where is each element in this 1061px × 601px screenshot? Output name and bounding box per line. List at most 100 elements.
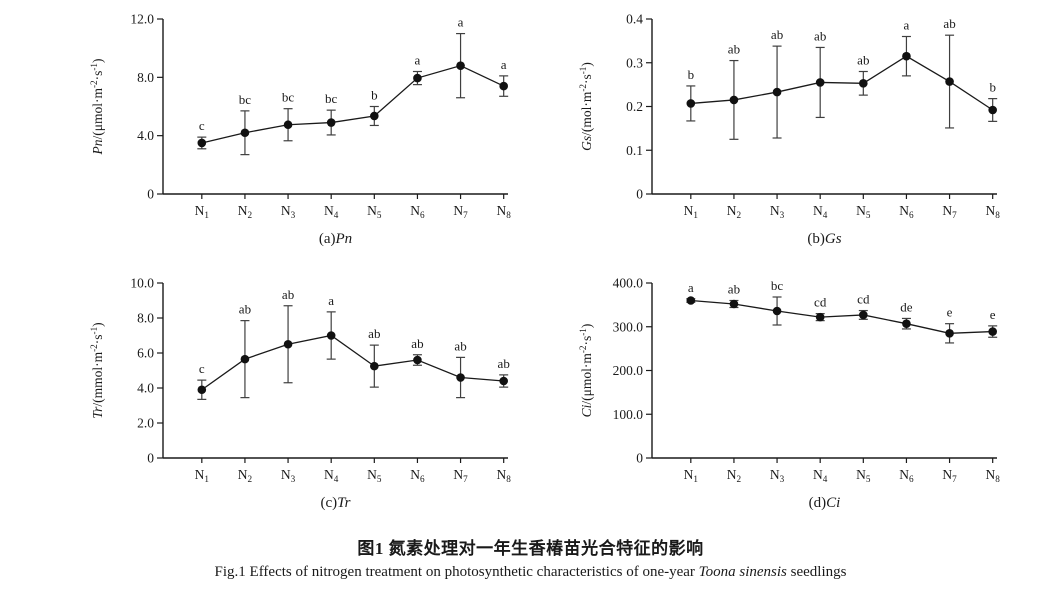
- y-tick-label: 100.0: [613, 407, 644, 422]
- panel-caption: (c)Tr: [320, 495, 350, 511]
- x-tick-label: N7: [453, 203, 468, 220]
- x-tick-label: N4: [813, 467, 828, 484]
- sig-letter: ab: [368, 326, 380, 341]
- chart-canvas-ci: 0 100.0 200.0 300.0 400.0 N1 N2 N3 N4 N5 N6 N7 N8 a ab…: [578, 276, 1001, 512]
- data-point: [902, 319, 911, 328]
- sig-letter: ab: [239, 302, 251, 317]
- sig-letter: a: [688, 280, 694, 295]
- sig-letter: bc: [239, 92, 252, 107]
- series-line: [690, 55, 994, 111]
- data-point: [326, 118, 336, 127]
- data-point: [945, 329, 954, 338]
- y-tick-label: 8.0: [137, 311, 154, 326]
- y-tick-label: 0: [636, 187, 643, 202]
- x-tick-label: N5: [856, 467, 871, 484]
- data-point: [686, 99, 696, 108]
- y-tick-label: 0.3: [626, 55, 643, 70]
- data-point: [686, 296, 696, 305]
- x-tick-label: N6: [899, 467, 914, 484]
- panel-caption: (a)Pn: [319, 231, 352, 247]
- sig-letter: ab: [498, 356, 510, 371]
- sig-letter: ab: [282, 287, 294, 302]
- x-tick-label: N5: [856, 203, 871, 220]
- panel-caption: (d)Ci: [809, 495, 841, 511]
- sig-letter: bc: [282, 90, 295, 105]
- x-tick-label: N6: [899, 203, 914, 220]
- series-line: [201, 64, 504, 144]
- data-point: [370, 361, 379, 371]
- y-tick-label: 400.0: [613, 276, 644, 291]
- chart-panel-d: 0 100.0 200.0 300.0 400.0 N1 N2 N3 N4 N5 N6 N7 N8 a ab…: [577, 268, 1032, 523]
- x-tick-label: N8: [497, 203, 512, 220]
- x-tick-label: N4: [324, 467, 339, 484]
- y-tick-label: 0: [147, 187, 154, 202]
- x-tick-label: N4: [324, 203, 339, 220]
- x-tick-label: N1: [195, 203, 210, 220]
- sig-letter: e: [990, 307, 996, 322]
- data-point: [499, 376, 508, 386]
- data-point: [197, 138, 207, 148]
- sig-letter: cd: [814, 295, 827, 310]
- data-point: [729, 299, 739, 309]
- x-tick-label: N7: [942, 467, 957, 484]
- sig-letter: ab: [411, 336, 423, 351]
- x-tick-label: N3: [770, 203, 785, 220]
- y-tick-label: 200.0: [613, 363, 644, 378]
- sig-letter: a: [328, 293, 334, 308]
- data-point: [945, 77, 954, 86]
- sig-letter: ab: [814, 28, 826, 43]
- caption-en-segment: seedlings: [786, 564, 847, 580]
- x-tick-label: N3: [281, 467, 296, 484]
- series-line: [690, 299, 993, 334]
- sig-letter: a: [458, 15, 464, 30]
- sig-letter: de: [900, 299, 913, 314]
- x-tick-label: N2: [727, 467, 742, 484]
- x-tick-label: N1: [684, 467, 699, 484]
- data-point: [859, 79, 868, 88]
- sig-letter: ab: [454, 338, 466, 353]
- sig-letter: ab: [728, 282, 740, 297]
- data-point: [988, 327, 997, 336]
- data-point: [815, 78, 825, 87]
- x-tick-label: N7: [942, 203, 957, 220]
- y-tick-label: 12.0: [130, 12, 154, 27]
- sig-letter: b: [688, 67, 695, 82]
- y-tick-label: 2.0: [137, 416, 154, 431]
- y-tick-label: 0: [636, 451, 643, 466]
- chart-canvas-tr: 0 2.0 4.0 6.0 8.0 10.0 N1 N2 N3 N4 N5 N6 N7 N8 c ab ab a a…: [89, 276, 512, 512]
- data-point: [902, 51, 911, 61]
- sig-letter: a: [415, 53, 421, 68]
- sig-letter: c: [199, 118, 205, 133]
- y-axis-label: Pn/(μmol·m-2·s-1): [89, 58, 105, 155]
- x-tick-label: N8: [986, 467, 1001, 484]
- sig-letter: b: [989, 80, 996, 95]
- x-tick-label: N6: [410, 467, 425, 484]
- sig-letter: cd: [857, 292, 870, 307]
- sig-letter: b: [371, 88, 378, 103]
- y-tick-label: 300.0: [613, 319, 644, 334]
- data-point: [413, 73, 422, 83]
- sig-letter: bc: [771, 278, 784, 293]
- x-tick-label: N8: [497, 467, 512, 484]
- x-tick-label: N7: [453, 467, 468, 484]
- panel-caption: (b)Gs: [807, 231, 841, 247]
- y-tick-label: 8.0: [137, 70, 154, 85]
- y-tick-label: 4.0: [137, 381, 154, 396]
- data-point: [988, 105, 997, 115]
- x-tick-label: N1: [684, 203, 699, 220]
- y-axis-label: Gs/(mol·m-2·s-1): [578, 62, 594, 151]
- sig-letter: ab: [728, 42, 740, 57]
- data-point: [283, 120, 293, 130]
- data-point: [240, 128, 250, 138]
- x-tick-label: N2: [727, 203, 742, 220]
- caption-en-segment: Fig.1 Effects of nitrogen treatment on p…: [214, 564, 699, 580]
- sig-letter: ab: [771, 27, 783, 42]
- x-tick-label: N6: [410, 203, 425, 220]
- x-tick-label: N8: [986, 203, 1001, 220]
- data-point: [456, 61, 465, 70]
- sig-letter: e: [947, 305, 953, 320]
- y-tick-label: 0.1: [626, 143, 643, 158]
- data-point: [456, 373, 465, 382]
- y-tick-label: 10.0: [130, 276, 154, 291]
